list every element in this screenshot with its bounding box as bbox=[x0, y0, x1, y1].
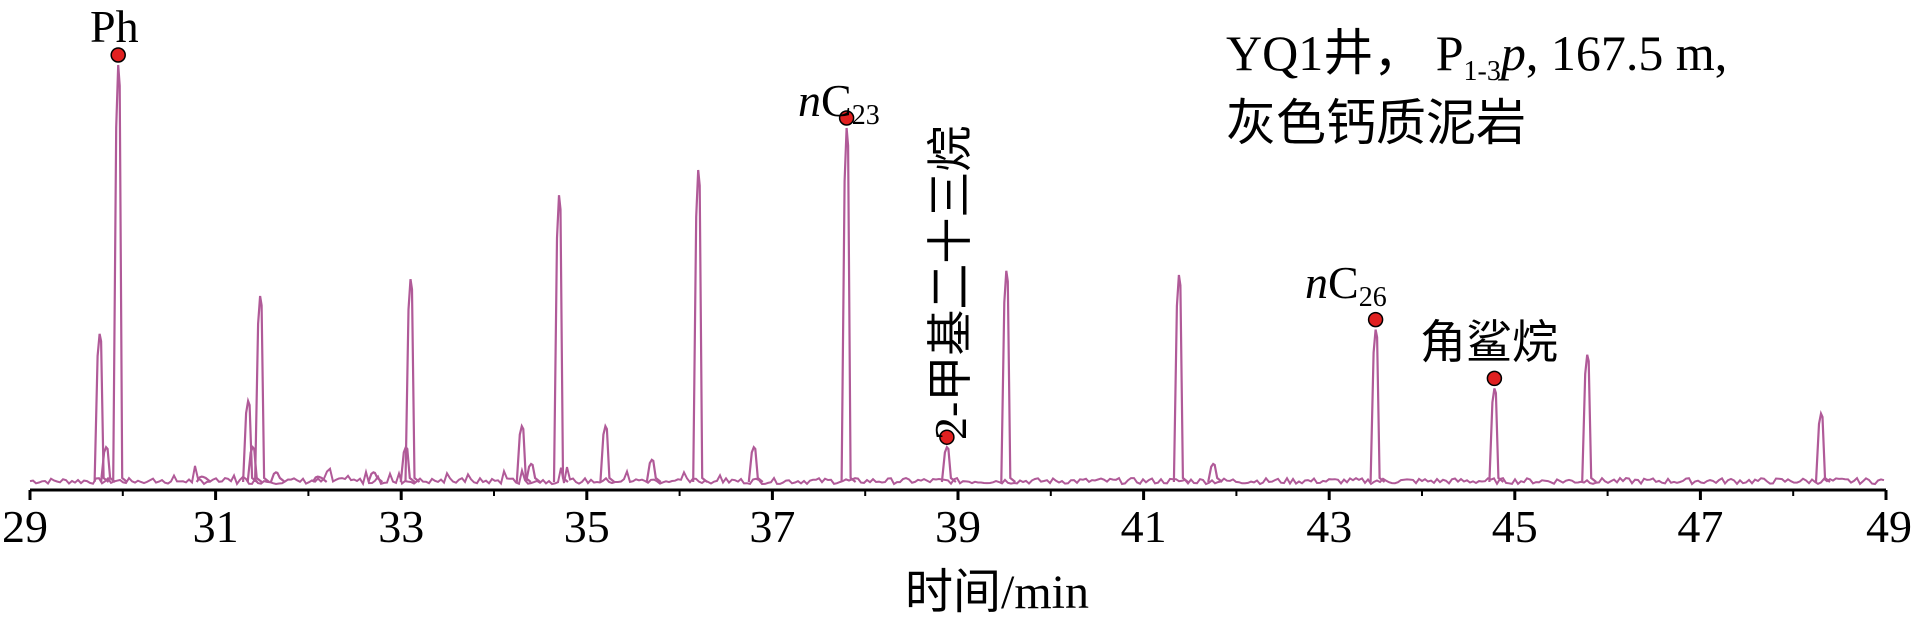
sample-label: YQ1井， P1-3p, 167.5 m, 灰色钙质泥岩 bbox=[1226, 25, 1727, 151]
peak-14 bbox=[552, 195, 569, 483]
x-axis: 29 31 33 35 37 39 41 43 45 47 49 bbox=[2, 488, 1912, 552]
x-tick-label-45: 45 bbox=[1492, 501, 1538, 552]
x-tick-label-37: 37 bbox=[749, 501, 795, 552]
peak-markers bbox=[110, 47, 1503, 445]
peak-27 bbox=[1814, 409, 1831, 483]
peak-marker-25 bbox=[1486, 370, 1503, 387]
peak-5 bbox=[246, 445, 263, 483]
annotation-squalane: 角鲨烷 bbox=[1420, 317, 1558, 368]
sample-label-line2: 灰色钙质泥岩 bbox=[1226, 95, 1526, 151]
x-tick-label-47: 47 bbox=[1677, 501, 1723, 552]
peak-13 bbox=[525, 462, 541, 483]
annotation-nc26: nC26 bbox=[1305, 257, 1387, 313]
peak-11 bbox=[404, 279, 421, 483]
peak-23 bbox=[1207, 462, 1223, 483]
peak-18 bbox=[747, 445, 764, 483]
peak-annotations: Ph nC23 2-甲基二十三烷 nC26 角鲨烷 bbox=[90, 1, 1558, 440]
x-tick-label-33: 33 bbox=[378, 501, 424, 552]
peak-marker-20 bbox=[939, 429, 955, 445]
peak-1 bbox=[100, 445, 116, 483]
peak-9 bbox=[367, 471, 384, 483]
peak-6 bbox=[254, 295, 270, 483]
peak-24 bbox=[1369, 329, 1386, 483]
x-tick-label-49: 49 bbox=[1866, 501, 1912, 552]
peak-16 bbox=[645, 458, 662, 483]
peak-8 bbox=[311, 475, 328, 483]
annotation-nc23: nC23 bbox=[798, 75, 880, 131]
peak-3 bbox=[195, 475, 212, 483]
annotation-2-methyl-tricosane: 2-甲基二十三烷 bbox=[925, 126, 976, 440]
peak-25 bbox=[1488, 388, 1505, 483]
peak-4 bbox=[242, 396, 258, 483]
peak-15 bbox=[599, 423, 616, 483]
peak-marker-19 bbox=[838, 110, 855, 126]
baseline-trace bbox=[29, 465, 1885, 487]
peak-0 bbox=[93, 333, 110, 483]
sample-label-line1: YQ1井， P1-3p, 167.5 m, bbox=[1226, 25, 1727, 87]
x-tick-label-35: 35 bbox=[564, 501, 610, 552]
peak-2 bbox=[112, 64, 128, 483]
peak-26 bbox=[1581, 354, 1597, 483]
x-tick-label-43: 43 bbox=[1306, 501, 1352, 552]
x-tick-label-39: 39 bbox=[935, 501, 981, 552]
x-tick-label-31: 31 bbox=[193, 501, 239, 552]
peak-22 bbox=[1172, 274, 1189, 483]
peak-20 bbox=[940, 445, 957, 483]
x-tick-label-41: 41 bbox=[1121, 501, 1167, 552]
peak-21 bbox=[1000, 270, 1016, 483]
peak-10 bbox=[399, 445, 416, 483]
peak-marker-24 bbox=[1367, 311, 1384, 328]
peak-7 bbox=[269, 471, 286, 483]
peak-19 bbox=[840, 127, 857, 483]
peak-marker-2 bbox=[110, 47, 126, 63]
x-axis-title: 时间/min bbox=[905, 566, 1089, 619]
annotation-ph: Ph bbox=[90, 1, 139, 52]
plot-area bbox=[29, 64, 1885, 487]
peak-17 bbox=[692, 169, 708, 483]
x-tick-label-29: 29 bbox=[2, 501, 48, 552]
